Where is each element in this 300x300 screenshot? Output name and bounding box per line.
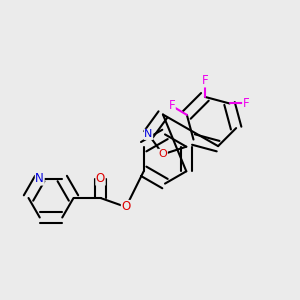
Text: N: N xyxy=(144,129,153,140)
Text: F: F xyxy=(169,99,175,112)
Text: O: O xyxy=(122,200,130,214)
Text: F: F xyxy=(202,74,208,87)
Text: F: F xyxy=(243,97,249,110)
Text: N: N xyxy=(35,172,44,185)
Text: O: O xyxy=(96,172,105,185)
Text: O: O xyxy=(158,149,167,159)
